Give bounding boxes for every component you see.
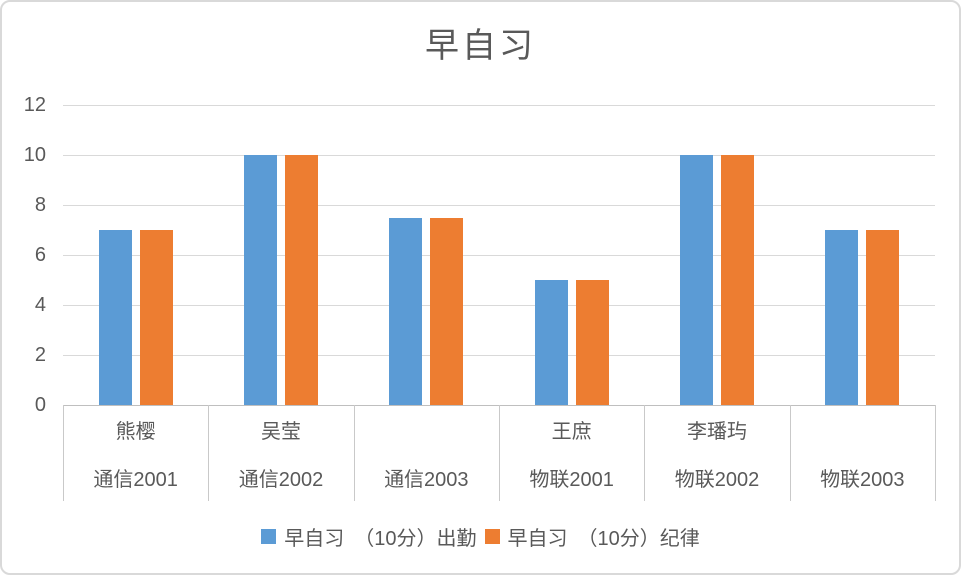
bar-series1-cat1: [98, 230, 132, 405]
category-group: 物联2001: [529, 469, 614, 491]
gridline-10: [63, 155, 935, 156]
category-separator: [789, 405, 791, 501]
bar-series2-cat4: [575, 280, 609, 405]
category-cell-1: 熊樱通信2001: [63, 405, 208, 501]
gridline-8: [63, 205, 935, 206]
legend-swatch-1: [261, 529, 277, 544]
y-tick-label-0: 0: [34, 394, 46, 416]
y-tick-label-2: 2: [34, 344, 46, 366]
gridline-6: [63, 255, 935, 256]
legend-swatch-2: [484, 529, 500, 544]
category-name: [354, 405, 499, 459]
category-separator: [499, 405, 500, 501]
bar-series1-cat4: [534, 280, 568, 405]
category-separator: [63, 405, 64, 501]
category-group: 通信2003: [384, 469, 469, 491]
y-tick-label-6: 6: [34, 244, 46, 266]
bar-series1-cat6: [825, 230, 859, 405]
category-cell-3: 通信2003: [354, 405, 499, 501]
bar-series2-cat2: [285, 155, 318, 405]
category-name: 熊樱: [115, 421, 156, 443]
legend-label-2: 早自习 （10分）纪律: [507, 528, 700, 550]
category-group: 通信2002: [238, 469, 324, 491]
category-cell-2: 吴莹通信2002: [208, 405, 353, 501]
bar-series2-cat1: [139, 230, 173, 405]
y-tick-label-8: 8: [34, 194, 46, 216]
gridline-4: [63, 305, 935, 306]
chart-title: 早自习: [425, 27, 536, 65]
category-separator: [644, 405, 646, 501]
y-tick-label-10: 10: [23, 144, 46, 166]
category-group: 物联2002: [674, 469, 760, 491]
bar-series1-cat2: [244, 155, 277, 405]
legend-item-1: 早自习 （10分）出勤: [261, 522, 477, 551]
legend: 早自习 （10分）出勤 早自习 （10分）纪律: [2, 519, 959, 554]
legend-item-2: 早自习 （10分）纪律: [484, 522, 700, 551]
category-cell-5: 李璠玙物联2002: [644, 405, 789, 501]
bar-series2-cat5: [721, 155, 754, 405]
y-tick-label-4: 4: [34, 294, 46, 316]
legend-label-1: 早自习 （10分）出勤: [284, 528, 477, 550]
bar-series1-cat5: [680, 155, 713, 405]
bar-series2-cat6: [866, 230, 900, 405]
category-name: [790, 405, 935, 459]
category-name: 王庶: [551, 421, 592, 443]
category-separator: [208, 405, 210, 501]
category-separator: [353, 405, 355, 501]
bar-series1-cat3: [389, 217, 423, 405]
gridline-2: [63, 355, 935, 356]
category-group: 通信2001: [93, 469, 178, 491]
category-separator: [935, 405, 936, 501]
y-tick-label-12: 12: [23, 94, 46, 116]
category-group: 物联2003: [820, 469, 905, 491]
category-name: 李璠玙: [686, 421, 747, 443]
category-cell-6: 物联2003: [790, 405, 935, 501]
gridline-12: [63, 105, 935, 106]
bar-series2-cat3: [430, 217, 464, 405]
category-name: 吴莹: [260, 421, 301, 443]
category-cell-4: 王庶物联2001: [499, 405, 644, 501]
